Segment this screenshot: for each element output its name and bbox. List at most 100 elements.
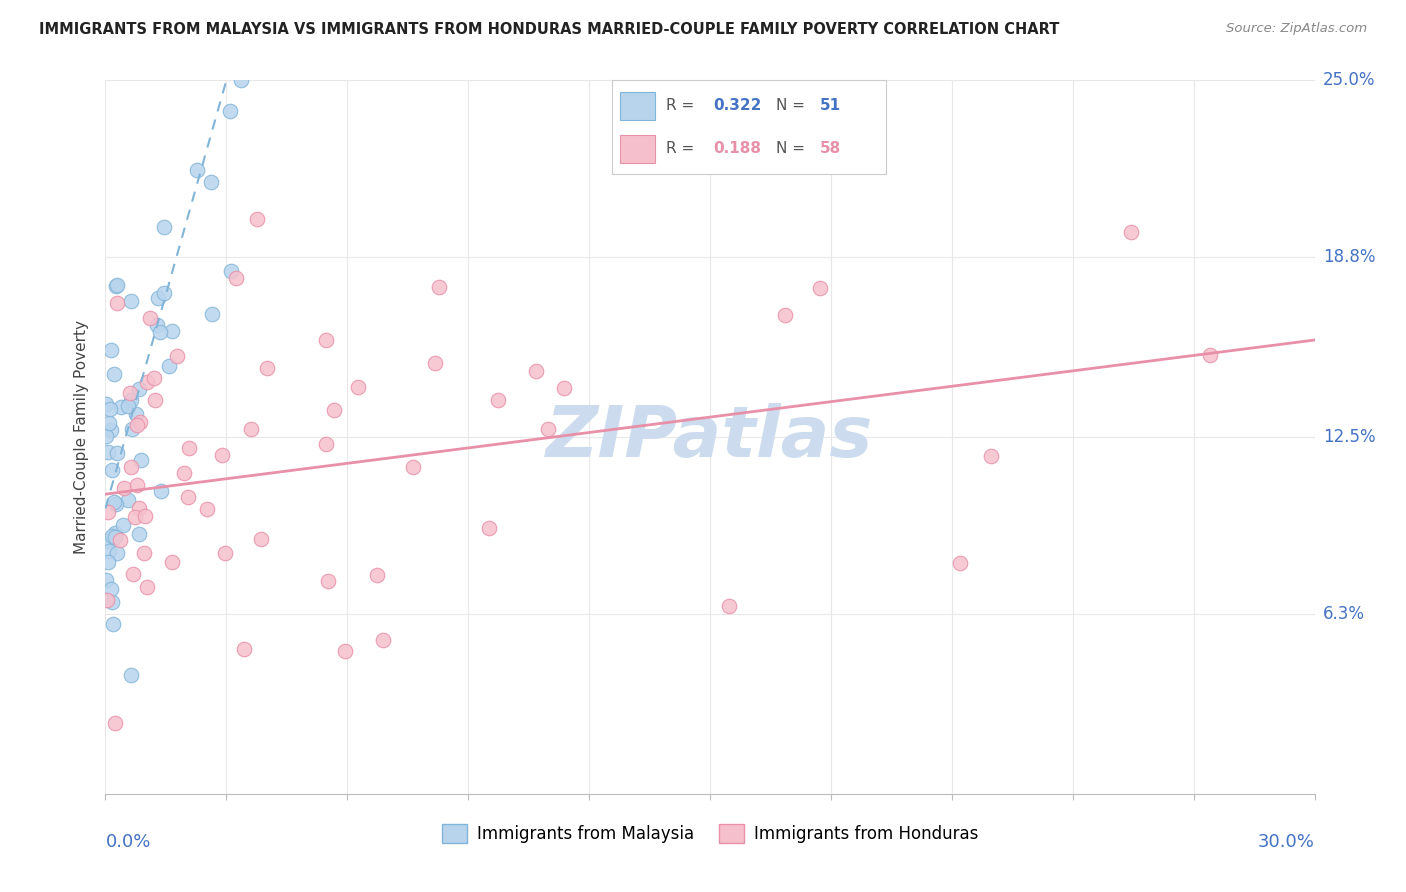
Point: [233, 642, 256, 657]
Point: [104, 525, 127, 540]
Text: Source: ZipAtlas.com: Source: ZipAtlas.com: [1226, 22, 1367, 36]
Point: [200, 175, 222, 189]
Text: 30.0%: 30.0%: [1258, 833, 1315, 851]
Point: [173, 466, 195, 480]
Point: [105, 546, 128, 560]
Point: [486, 393, 509, 408]
Point: [162, 324, 184, 338]
Point: [110, 533, 132, 547]
Point: [980, 449, 1002, 463]
Point: [105, 278, 128, 293]
Point: [105, 278, 128, 293]
Text: R =: R =: [666, 98, 700, 113]
Point: [128, 500, 150, 515]
Point: [104, 531, 127, 545]
Point: [125, 477, 148, 491]
Point: [107, 295, 129, 310]
Point: [97, 445, 120, 459]
Point: [316, 574, 339, 589]
Point: [142, 370, 165, 384]
Point: [240, 421, 263, 435]
Point: [371, 632, 394, 647]
Point: [773, 308, 796, 322]
Point: [333, 644, 356, 658]
Point: [219, 264, 242, 278]
Legend: Immigrants from Malaysia, Immigrants from Honduras: Immigrants from Malaysia, Immigrants fro…: [434, 818, 986, 850]
Point: [427, 280, 450, 294]
Text: 0.322: 0.322: [713, 98, 762, 113]
Point: [134, 546, 156, 560]
Point: [134, 509, 156, 524]
Point: [347, 380, 370, 394]
Point: [195, 502, 218, 516]
Point: [121, 422, 143, 436]
Point: [121, 567, 143, 582]
Point: [97, 505, 120, 519]
Point: [249, 532, 271, 546]
Text: 0.188: 0.188: [713, 141, 761, 156]
Bar: [620, 135, 655, 162]
Point: [153, 286, 176, 301]
Point: [120, 668, 142, 682]
Point: [160, 555, 183, 569]
Point: [100, 424, 122, 438]
Point: [105, 445, 128, 459]
Point: [135, 580, 157, 594]
Point: [246, 212, 269, 227]
Point: [402, 460, 425, 475]
Point: [100, 343, 122, 357]
Point: [157, 359, 180, 374]
Point: [128, 382, 150, 396]
Text: 12.5%: 12.5%: [1323, 428, 1375, 446]
Point: [143, 392, 166, 407]
Point: [101, 463, 124, 477]
Point: [120, 459, 142, 474]
Point: [101, 529, 124, 543]
Point: [100, 595, 122, 609]
Text: R =: R =: [666, 141, 700, 156]
Point: [537, 422, 560, 436]
Point: [200, 307, 222, 321]
Point: [98, 402, 121, 417]
Point: [524, 364, 547, 378]
Text: N =: N =: [776, 141, 810, 156]
Point: [211, 448, 233, 462]
Point: [96, 534, 118, 549]
Text: 18.8%: 18.8%: [1323, 248, 1375, 266]
Point: [125, 408, 148, 422]
Point: [124, 509, 146, 524]
Point: [214, 546, 236, 560]
Point: [103, 494, 125, 508]
Point: [118, 386, 141, 401]
Text: 0.0%: 0.0%: [105, 833, 150, 851]
Point: [97, 556, 120, 570]
Point: [138, 311, 160, 326]
Point: [1199, 348, 1222, 362]
Point: [166, 349, 188, 363]
Point: [96, 429, 118, 443]
Point: [149, 483, 172, 498]
Point: [148, 291, 170, 305]
Point: [1119, 225, 1142, 239]
Point: [135, 375, 157, 389]
Point: [478, 521, 501, 535]
Point: [125, 417, 148, 432]
Point: [112, 481, 135, 495]
Point: [553, 381, 575, 395]
Point: [315, 437, 337, 451]
Point: [146, 318, 169, 332]
Text: 25.0%: 25.0%: [1323, 71, 1375, 89]
Point: [256, 361, 278, 376]
Point: [97, 416, 120, 430]
Point: [177, 441, 200, 455]
Point: [129, 453, 152, 467]
Point: [94, 396, 117, 410]
Point: [120, 392, 142, 407]
Text: N =: N =: [776, 98, 810, 113]
Point: [96, 573, 118, 587]
Point: [177, 490, 200, 504]
Point: [225, 271, 247, 285]
Point: [117, 400, 139, 414]
Point: [120, 294, 142, 309]
Point: [153, 220, 176, 235]
